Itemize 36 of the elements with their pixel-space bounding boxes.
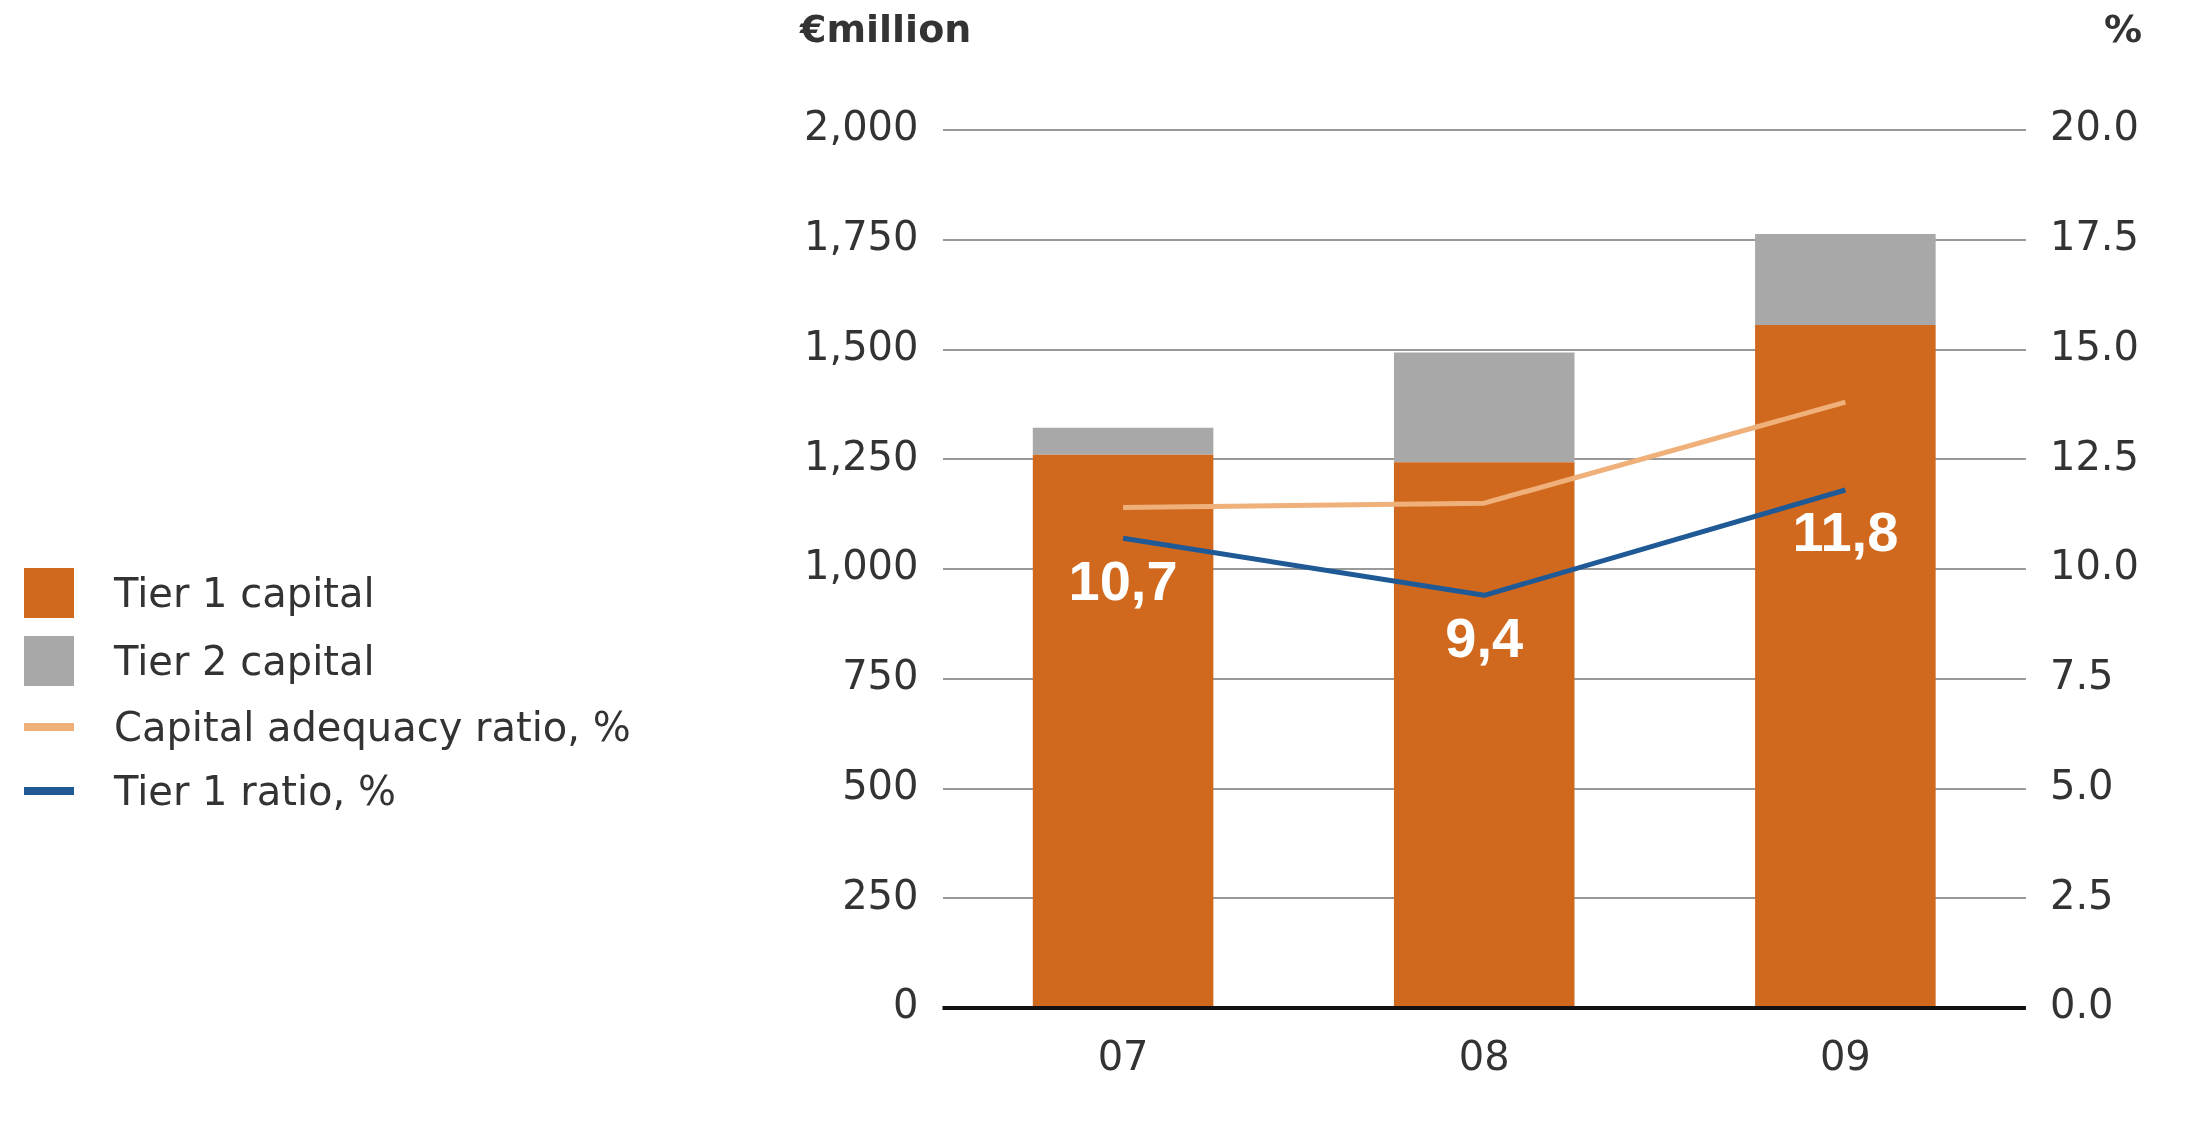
x-tick-label: 07 xyxy=(1097,1033,1149,1080)
y2-tick-label: 15.0 xyxy=(2049,322,2139,369)
y-tick-label: 500 xyxy=(842,761,919,808)
y2-tick-label: 20.0 xyxy=(2049,103,2139,150)
data-label: 9,4 xyxy=(1445,605,1524,669)
legend-label: Capital adequacy ratio, % xyxy=(114,704,631,750)
y-tick-label: 750 xyxy=(842,652,919,699)
y-tick-label: 2,000 xyxy=(804,103,919,150)
y2-tick-label: 17.5 xyxy=(2049,213,2139,260)
y-tick-label: 1,750 xyxy=(804,213,919,260)
bar xyxy=(1032,427,1214,455)
bar xyxy=(1755,234,1936,325)
y2-tick-label: 0.0 xyxy=(2049,981,2114,1028)
y-tick-label: 1,500 xyxy=(804,322,919,369)
y-tick-label: 250 xyxy=(842,871,919,918)
y-axis-title: €million xyxy=(799,7,972,51)
y-tick-label: 1,250 xyxy=(804,432,919,479)
bar xyxy=(1393,352,1575,463)
x-tick-label: 09 xyxy=(1819,1033,1871,1080)
bar xyxy=(1393,462,1575,1007)
y2-tick-label: 5.0 xyxy=(2049,761,2114,808)
bar xyxy=(1755,324,1936,1007)
legend-label: Tier 1 ratio, % xyxy=(114,768,396,814)
y2-tick-label: 10.0 xyxy=(2049,542,2139,589)
legend-label: Tier 1 capital xyxy=(114,570,375,616)
y2-tick-label: 12.5 xyxy=(2049,432,2139,479)
data-label: 10,7 xyxy=(1068,548,1178,612)
y-tick-label: 1,000 xyxy=(804,542,919,589)
x-tick-label: 08 xyxy=(1458,1033,1510,1080)
y2-tick-label: 2.5 xyxy=(2049,871,2114,918)
y-tick-label: 0 xyxy=(893,981,919,1028)
y2-axis-title: % xyxy=(2103,7,2143,51)
bar xyxy=(1032,454,1214,1007)
legend-label: Tier 2 capital xyxy=(114,638,375,684)
data-label: 11,8 xyxy=(1792,500,1899,564)
y2-tick-label: 7.5 xyxy=(2049,652,2114,699)
